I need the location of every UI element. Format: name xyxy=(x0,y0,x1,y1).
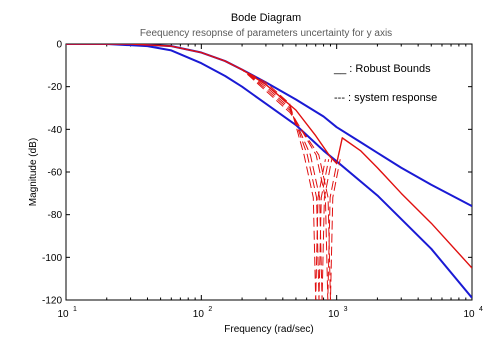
legend: __ : Robust Bounds --- : system response xyxy=(333,63,437,104)
legend-entry-robust-bounds: __ : Robust Bounds xyxy=(333,63,431,75)
series-layer xyxy=(66,44,472,300)
x-tick-exponent: 3 xyxy=(344,306,348,313)
system-response-line xyxy=(66,44,472,269)
chart-subtitle: Feequency resopnse of parameters uncerta… xyxy=(140,28,392,39)
x-tick-label: 10 xyxy=(57,309,69,320)
y-tick-label: -20 xyxy=(48,82,63,93)
plot-frame xyxy=(65,43,473,301)
y-axis-label: Magnitude (dB) xyxy=(28,138,39,206)
x-tick-label: 10 xyxy=(328,309,340,320)
y-tick-label: -120 xyxy=(42,296,62,307)
x-tick-label: 10 xyxy=(463,309,475,320)
chart-title: Bode Diagram xyxy=(231,12,301,24)
system-response-notch xyxy=(224,60,339,300)
x-tick-exponent: 1 xyxy=(73,306,77,313)
y-tick-label: -80 xyxy=(48,210,63,221)
x-axis-label: Frequency (rad/sec) xyxy=(224,324,313,335)
y-tick-label: -40 xyxy=(48,125,63,136)
robust-bound-line xyxy=(66,44,472,299)
system-response-notch xyxy=(224,60,341,300)
y-tick-label: -60 xyxy=(48,168,63,179)
system-response-notch xyxy=(224,60,333,300)
x-tick-exponent: 2 xyxy=(208,306,212,313)
y-tick-label: 0 xyxy=(56,40,62,51)
legend-entry-system-response: --- : system response xyxy=(334,92,437,104)
y-tick-label: -100 xyxy=(42,253,62,264)
x-tick-label: 10 xyxy=(193,309,205,320)
x-tick-exponent: 4 xyxy=(479,306,483,313)
plot-area xyxy=(65,43,473,301)
